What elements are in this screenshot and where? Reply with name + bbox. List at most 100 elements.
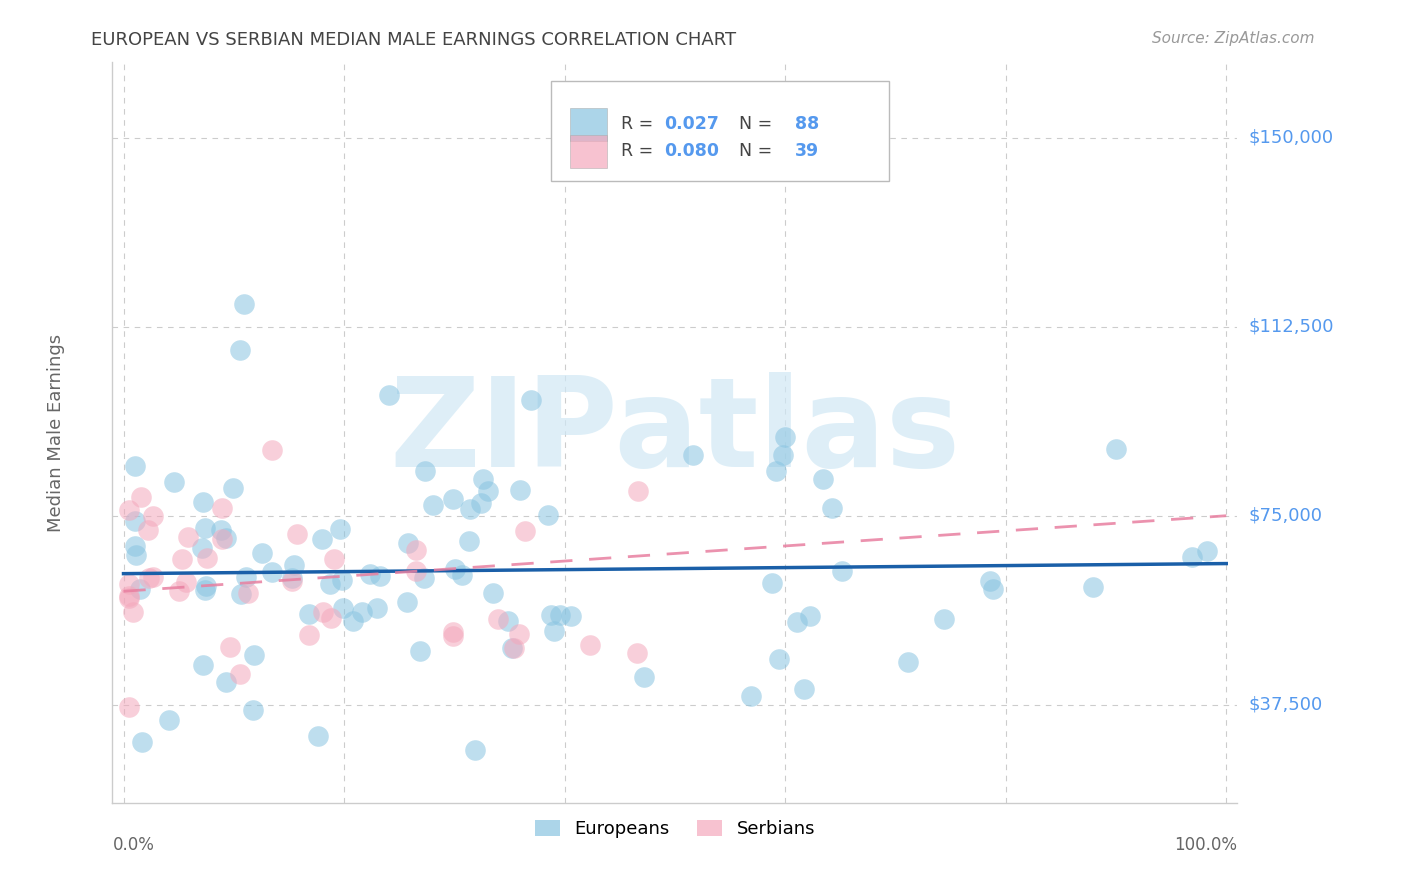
Point bbox=[450, 567, 472, 582]
Point bbox=[786, 615, 808, 629]
Point bbox=[482, 586, 505, 600]
Point bbox=[319, 577, 342, 591]
Legend: Europeans, Serbians: Europeans, Serbians bbox=[527, 813, 823, 846]
Text: 0.080: 0.080 bbox=[664, 143, 718, 161]
Point bbox=[560, 608, 582, 623]
Point bbox=[488, 612, 510, 626]
Point bbox=[773, 430, 796, 444]
Point bbox=[136, 523, 159, 537]
Point bbox=[287, 527, 309, 541]
Text: $75,000: $75,000 bbox=[1249, 507, 1323, 524]
Point bbox=[329, 522, 352, 536]
Point bbox=[626, 647, 648, 661]
Point bbox=[236, 586, 259, 600]
Point bbox=[413, 572, 436, 586]
Text: 39: 39 bbox=[796, 143, 820, 161]
Text: 0.0%: 0.0% bbox=[112, 836, 155, 855]
Point bbox=[118, 503, 141, 517]
Point bbox=[235, 570, 257, 584]
Point bbox=[633, 671, 655, 685]
Point bbox=[409, 644, 432, 658]
Point bbox=[368, 568, 391, 582]
Point bbox=[191, 495, 214, 509]
Point bbox=[124, 548, 146, 562]
Point bbox=[981, 582, 1004, 597]
Point bbox=[979, 574, 1001, 589]
Bar bbox=[571, 135, 607, 168]
Point bbox=[330, 573, 353, 587]
Point bbox=[231, 586, 253, 600]
Point bbox=[799, 609, 821, 624]
Point bbox=[232, 297, 254, 311]
Point bbox=[378, 388, 401, 402]
Point bbox=[405, 543, 427, 558]
Point bbox=[129, 491, 152, 505]
Text: R =: R = bbox=[621, 115, 658, 134]
Point bbox=[508, 627, 530, 641]
Point bbox=[543, 624, 565, 638]
Point bbox=[194, 583, 217, 598]
Point bbox=[172, 552, 194, 566]
Point bbox=[332, 601, 354, 615]
Point bbox=[932, 612, 955, 626]
Point bbox=[352, 605, 374, 619]
Point bbox=[215, 532, 238, 546]
Point bbox=[793, 682, 815, 697]
Point bbox=[366, 601, 388, 615]
Point bbox=[209, 524, 232, 538]
Text: R =: R = bbox=[621, 143, 658, 161]
Point bbox=[441, 629, 464, 643]
Text: Source: ZipAtlas.com: Source: ZipAtlas.com bbox=[1152, 31, 1315, 46]
Point bbox=[191, 541, 214, 555]
Point bbox=[138, 571, 160, 585]
Text: 100.0%: 100.0% bbox=[1174, 836, 1237, 855]
Point bbox=[262, 565, 284, 579]
Point bbox=[441, 625, 464, 640]
Point bbox=[464, 743, 486, 757]
Text: 88: 88 bbox=[796, 115, 820, 134]
Point bbox=[501, 640, 523, 655]
Point bbox=[1181, 549, 1204, 564]
Point bbox=[124, 514, 146, 528]
Point bbox=[477, 483, 499, 498]
Point bbox=[211, 533, 233, 547]
Point bbox=[768, 652, 790, 666]
Text: N =: N = bbox=[728, 115, 778, 134]
Point bbox=[472, 472, 495, 486]
Point bbox=[772, 448, 794, 462]
Point bbox=[811, 472, 834, 486]
Point bbox=[163, 475, 186, 490]
Point bbox=[124, 539, 146, 553]
Point bbox=[215, 675, 238, 690]
Point bbox=[515, 524, 537, 538]
Point bbox=[470, 496, 492, 510]
Point bbox=[319, 611, 342, 625]
Point bbox=[229, 343, 252, 357]
Point bbox=[396, 595, 419, 609]
Point bbox=[221, 481, 243, 495]
Point bbox=[191, 657, 214, 672]
Point bbox=[124, 458, 146, 473]
Point bbox=[627, 484, 650, 499]
Point bbox=[167, 583, 190, 598]
Point bbox=[218, 640, 240, 654]
Point bbox=[195, 579, 218, 593]
Point bbox=[443, 562, 465, 576]
Point bbox=[118, 576, 141, 591]
Point bbox=[311, 532, 333, 546]
Point bbox=[281, 574, 304, 588]
Point bbox=[195, 550, 218, 565]
Text: EUROPEAN VS SERBIAN MEDIAN MALE EARNINGS CORRELATION CHART: EUROPEAN VS SERBIAN MEDIAN MALE EARNINGS… bbox=[91, 31, 737, 49]
Point bbox=[821, 500, 844, 515]
Point bbox=[396, 536, 419, 550]
Point bbox=[1081, 580, 1104, 594]
Point bbox=[740, 689, 762, 703]
Point bbox=[211, 500, 233, 515]
Point bbox=[502, 640, 524, 655]
Point bbox=[342, 614, 364, 628]
Point bbox=[413, 464, 436, 478]
Point bbox=[118, 589, 141, 603]
Point bbox=[122, 605, 145, 619]
Point bbox=[229, 667, 252, 681]
Point bbox=[262, 443, 284, 458]
